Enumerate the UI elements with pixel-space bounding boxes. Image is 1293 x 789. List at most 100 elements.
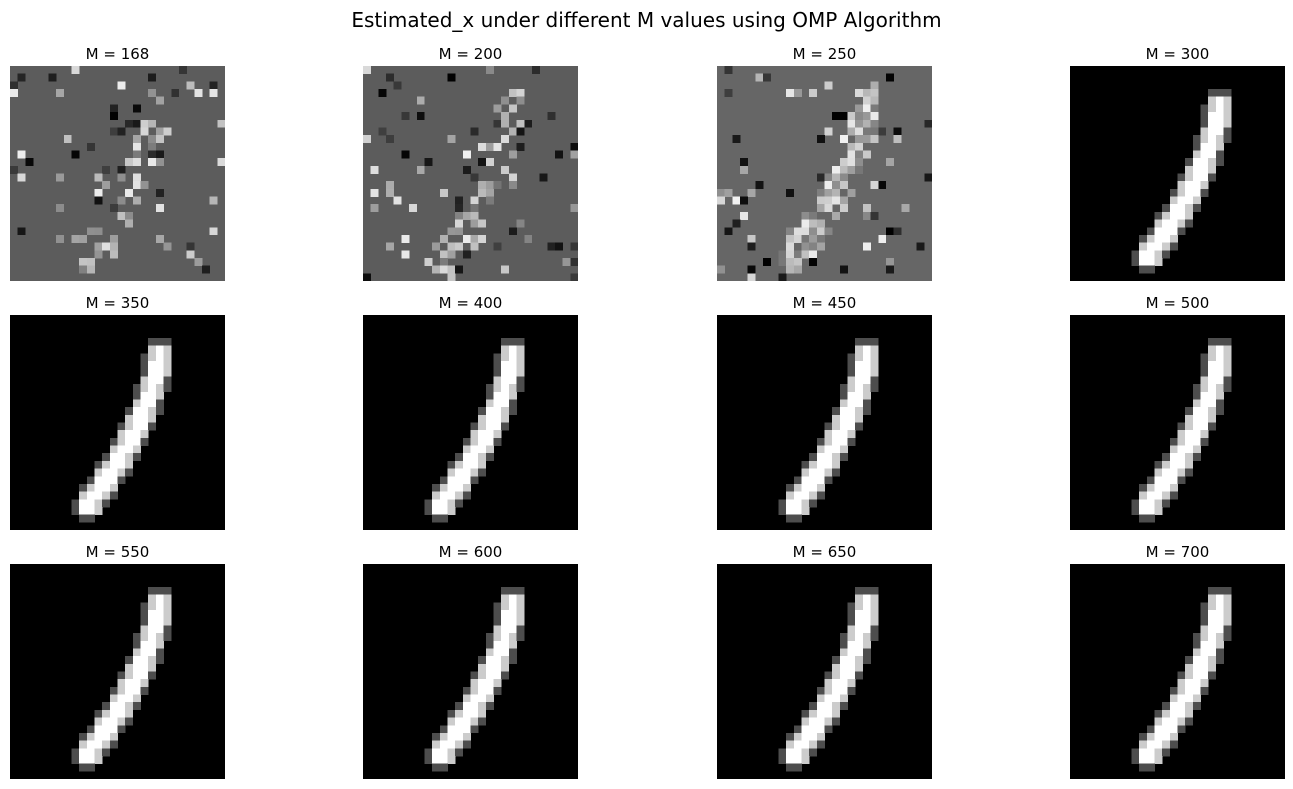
pixel-cell xyxy=(470,127,479,136)
panel-title: M = 700 xyxy=(1145,543,1210,561)
pixel-cell xyxy=(109,740,118,749)
pixel-cell xyxy=(485,437,494,446)
pixel-cell xyxy=(462,702,471,711)
pixel-cell xyxy=(847,437,856,446)
pixel-cell xyxy=(1192,671,1201,680)
pixel-cell xyxy=(816,196,825,205)
pixel-cell xyxy=(1177,453,1186,462)
pixel-cell xyxy=(516,587,525,596)
pixel-cell xyxy=(862,399,871,408)
pixel-cell xyxy=(378,89,387,98)
pixel-cell xyxy=(1223,119,1232,128)
pixel-cell xyxy=(117,671,126,680)
pixel-cell xyxy=(801,732,810,741)
pixel-cell xyxy=(1146,234,1155,243)
pixel-cell xyxy=(717,196,725,205)
pixel-cell xyxy=(786,250,795,259)
pixel-cell xyxy=(493,384,502,393)
pixel-cell xyxy=(209,196,218,205)
pixel-cell xyxy=(855,602,864,611)
pixel-cell xyxy=(1215,376,1224,385)
pixel-cell xyxy=(470,671,479,680)
pixel-cell xyxy=(824,422,833,431)
pixel-cell xyxy=(855,587,864,596)
pixel-cell xyxy=(109,104,118,113)
pixel-cell xyxy=(140,414,149,423)
pixel-cell xyxy=(1185,663,1194,672)
pixel-cell xyxy=(501,617,510,626)
pixel-cell xyxy=(916,242,925,251)
pixel-cell xyxy=(102,709,111,718)
pixel-cell xyxy=(847,679,856,688)
pixel-cell xyxy=(1139,491,1148,500)
pixel-cell xyxy=(832,656,841,665)
pixel-cell xyxy=(1200,686,1209,695)
pixel-cell xyxy=(493,391,502,400)
pixel-cell xyxy=(1192,399,1201,408)
pixel-cell xyxy=(763,73,772,82)
pixel-cell xyxy=(824,204,833,213)
pixel-cell xyxy=(862,602,871,611)
pixel-cell xyxy=(1208,617,1217,626)
pixel-cell xyxy=(102,717,111,726)
pixel-cell xyxy=(724,188,733,197)
pixel-cell xyxy=(516,361,525,370)
pixel-cell xyxy=(832,173,841,182)
pixel-cell xyxy=(862,353,871,362)
pixel-cell xyxy=(1146,763,1155,772)
pixel-cell xyxy=(862,368,871,377)
pixel-cell xyxy=(1192,181,1201,190)
pixel-cell xyxy=(570,150,578,159)
pixel-cell xyxy=(1200,158,1209,167)
pixel-cell xyxy=(140,617,149,626)
pixel-cell xyxy=(132,656,141,665)
pixel-cell xyxy=(470,686,479,695)
pixel-cell xyxy=(508,227,517,236)
pixel-cell xyxy=(847,127,856,136)
pixel-cell xyxy=(470,437,479,446)
pixel-cell xyxy=(1169,483,1178,492)
pixel-cell xyxy=(447,242,456,251)
pixel-cell xyxy=(1177,204,1186,213)
pixel-cell xyxy=(94,709,103,718)
pixel-cell xyxy=(1185,686,1194,695)
pixel-cell xyxy=(855,345,864,354)
pixel-cell xyxy=(493,671,502,680)
pixel-cell xyxy=(140,656,149,665)
pixel-cell xyxy=(1169,204,1178,213)
pixel-cell xyxy=(855,368,864,377)
pixel-cell xyxy=(809,211,818,220)
pixel-cell xyxy=(86,740,95,749)
pixel-cell xyxy=(801,476,810,485)
pixel-cell xyxy=(1185,173,1194,182)
pixel-cell xyxy=(470,476,479,485)
pixel-cell xyxy=(1154,499,1163,508)
pixel-cell xyxy=(855,127,864,136)
pixel-cell xyxy=(94,227,103,236)
pixel-cell xyxy=(163,345,172,354)
pixel-cell xyxy=(478,686,487,695)
pixel-cell xyxy=(1139,748,1148,757)
pixel-cell xyxy=(455,242,464,251)
pixel-cell xyxy=(554,150,563,159)
pixel-cell xyxy=(148,345,157,354)
pixel-cell xyxy=(462,686,471,695)
pixel-cell xyxy=(570,242,578,251)
pixel-cell xyxy=(1208,368,1217,377)
pixel-cell xyxy=(148,407,157,416)
pixel-cell xyxy=(1200,112,1209,121)
pixel-cell xyxy=(125,453,134,462)
pixel-cell xyxy=(125,694,134,703)
pixel-cell xyxy=(455,219,464,228)
pixel-cell xyxy=(485,181,494,190)
pixel-cell xyxy=(816,702,825,711)
pixel-cell xyxy=(462,165,471,174)
pixel-cell xyxy=(201,265,210,274)
pixel-cell xyxy=(109,476,118,485)
pixel-cell xyxy=(778,506,787,515)
pixel-cell xyxy=(132,437,141,446)
pixel-cell xyxy=(1185,702,1194,711)
pixel-cell xyxy=(1192,142,1201,151)
pixel-cell xyxy=(516,610,525,619)
pixel-cell xyxy=(455,483,464,492)
